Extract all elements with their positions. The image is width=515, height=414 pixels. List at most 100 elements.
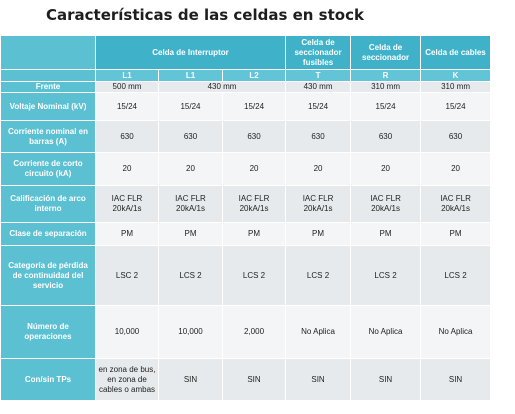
cell-line: IAC FLR: [111, 194, 143, 203]
cell: 10,000: [95, 305, 159, 359]
code: K: [420, 69, 492, 82]
cell-line: 20kA/1s: [239, 204, 269, 213]
cell: LCS 2: [221, 245, 287, 306]
code: L1: [95, 69, 159, 82]
row-label: Calificación de arco interno: [0, 185, 96, 223]
cell: PM: [285, 222, 352, 246]
code-row: L1 L1 L2 T R K: [0, 69, 492, 82]
cell: 630: [285, 120, 352, 153]
table-row: Con/sin TPs en zona de bus, en zona de cabl…: [0, 358, 492, 401]
title: Características de las celdas en stock: [46, 6, 364, 24]
cell: No Aplica: [420, 305, 492, 359]
cell: 630: [95, 120, 159, 153]
cell: PM: [420, 222, 492, 246]
cell: 20: [420, 152, 492, 186]
group-header: Celda de seccionador fusibles: [285, 35, 352, 70]
row-label: Corriente de corto circuito (kA): [0, 152, 96, 186]
row-label: Clase de separación: [0, 222, 96, 246]
cell-line: IAC FLR: [238, 194, 270, 203]
cell: LCS 2: [158, 245, 223, 306]
cell: SIN: [158, 358, 223, 401]
cell: PM: [221, 222, 287, 246]
cell: PM: [95, 222, 159, 246]
cell: 15/24: [95, 92, 159, 121]
cell: No Aplica: [285, 305, 352, 359]
cell: IAC FLR 20kA/1s: [158, 185, 223, 223]
cell-line: IAC FLR: [440, 194, 471, 203]
cell-line: en zona de bus,: [98, 364, 156, 374]
cell: PM: [350, 222, 422, 246]
cell-line: 20kA/1s: [371, 204, 400, 213]
table-row: Calificación de arco interno IAC FLR 20kA/…: [0, 185, 492, 223]
cell-line: IAC FLR: [175, 194, 206, 203]
group-header: Celda de Interruptor: [94, 35, 287, 70]
cell-line: IAC FLR: [370, 194, 401, 203]
cell: 15/24: [420, 92, 492, 121]
row-label: Número de operaciones: [0, 305, 96, 359]
row-label: Frente: [0, 81, 96, 93]
table-row: Corriente de corto circuito (kA) 20 20 20 20…: [0, 152, 492, 186]
code: T: [285, 69, 352, 82]
cell: 15/24: [221, 92, 287, 121]
cell: SIN: [350, 358, 422, 401]
cell: 15/24: [285, 92, 352, 121]
cell: 630: [221, 120, 287, 153]
cell: 630: [420, 120, 492, 153]
cell: No Aplica: [350, 305, 422, 359]
cell: 20: [350, 152, 422, 186]
cell: 20: [158, 152, 223, 186]
spec-table: Celda de Interruptor Celda de seccionado…: [0, 35, 492, 401]
code: R: [350, 69, 422, 82]
table-row: Número de operaciones 10,000 10,000 2,000 No…: [0, 305, 492, 359]
cell-line: 20kA/1s: [441, 204, 470, 213]
cell: SIN: [285, 358, 352, 401]
cell-line: 20kA/1s: [176, 204, 205, 213]
cell: SIN: [221, 358, 287, 401]
cell: 20: [95, 152, 159, 186]
cell: 430 mm: [157, 81, 287, 93]
cell-line: cables o ambas: [98, 384, 156, 394]
cell: 15/24: [350, 92, 422, 121]
cell: 10,000: [158, 305, 223, 359]
cell: IAC FLR 20kA/1s: [95, 185, 159, 223]
cell: 15/24: [158, 92, 223, 121]
table-body: Voltaje Nominal (kV) 15/24 15/24 15/24 15/24…: [0, 92, 492, 401]
group-header: Celda de seccionador: [350, 35, 422, 70]
cell: 20: [285, 152, 352, 186]
cell: 430 mm: [285, 81, 352, 93]
cell: 500 mm: [95, 81, 159, 93]
cell: SIN: [420, 358, 492, 401]
cell-line: en zona de: [107, 374, 147, 384]
cell: IAC FLR 20kA/1s: [285, 185, 352, 223]
row-label: Voltaje Nominal (kV): [0, 92, 96, 121]
cell: 630: [158, 120, 223, 153]
table-row: Corriente nominal en barras (A) 630 630 630…: [0, 120, 492, 153]
corner: [0, 69, 96, 82]
cell: LSC 2: [95, 245, 159, 306]
table-row: Clase de separación PM PM PM PM PM PM: [0, 222, 492, 246]
group-row: Celda de Interruptor Celda de seccionado…: [0, 35, 492, 70]
table-row: Categoría de pérdida de continuidad del …: [0, 245, 492, 306]
code: L1: [158, 69, 223, 82]
cell: 20: [221, 152, 287, 186]
row-label: Categoría de pérdida de continuidad del …: [0, 245, 96, 306]
cell: IAC FLR 20kA/1s: [350, 185, 422, 223]
group-header: Celda de cables: [420, 35, 492, 70]
frente-row: Frente 500 mm 430 mm 430 mm 310 mm 310 m…: [0, 81, 492, 93]
cell: LCS 2: [285, 245, 352, 306]
row-label: Con/sin TPs: [0, 358, 96, 401]
cell: PM: [158, 222, 223, 246]
cell-line: 20kA/1s: [303, 204, 333, 213]
cell: 630: [350, 120, 422, 153]
cell-line: 20kA/1s: [112, 204, 142, 213]
cell: en zona de bus, en zona de cables o ambas: [95, 358, 159, 401]
cell: LCS 2: [350, 245, 422, 306]
cell: IAC FLR 20kA/1s: [221, 185, 287, 223]
cell-line: IAC FLR: [302, 194, 334, 203]
cell: IAC FLR 20kA/1s: [420, 185, 492, 223]
code: L2: [221, 69, 287, 82]
cell: LCS 2: [420, 245, 492, 306]
cell: 310 mm: [350, 81, 422, 93]
table-row: Voltaje Nominal (kV) 15/24 15/24 15/24 15/24…: [0, 92, 492, 121]
